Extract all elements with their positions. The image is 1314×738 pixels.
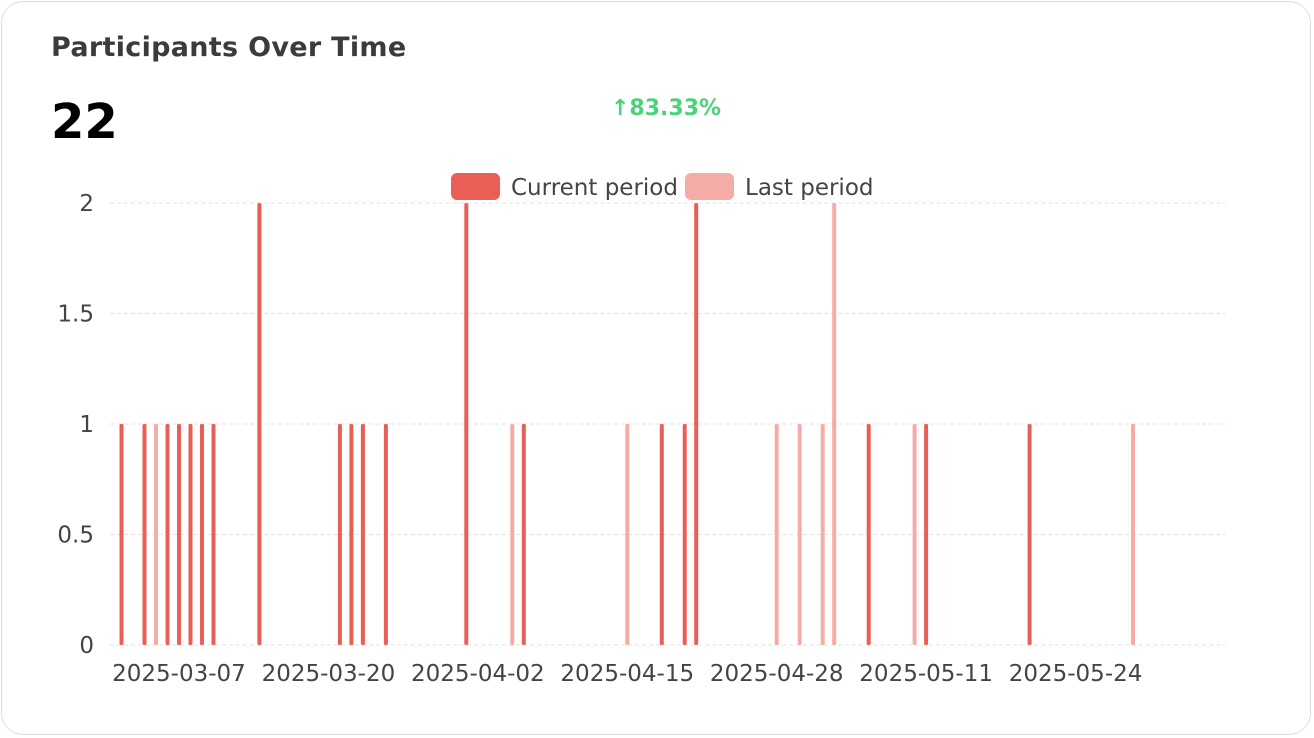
bar-current-period[interactable] [659, 424, 664, 645]
x-tick-label: 2025-03-20 [262, 661, 396, 687]
grid-lines [110, 202, 1225, 646]
bar-last-period[interactable] [774, 424, 779, 645]
bar-current-period[interactable] [360, 424, 365, 645]
bar-current-period[interactable] [200, 424, 204, 645]
x-tick-label: 2025-05-11 [859, 661, 993, 687]
x-tick-label: 2025-04-02 [411, 661, 545, 687]
bar-current-period[interactable] [337, 424, 342, 645]
legend-swatch-current [451, 173, 500, 200]
legend-label-current: Current period [511, 175, 678, 201]
bar-current-period[interactable] [694, 203, 699, 645]
percent-change: ↑83.33% [611, 96, 722, 121]
legend-label-last: Last period [745, 175, 874, 201]
bar-last-period[interactable] [625, 424, 630, 645]
x-tick-label: 2025-04-28 [710, 661, 844, 687]
y-tick-label: 2 [79, 191, 94, 217]
x-tick-label: 2025-03-07 [112, 661, 246, 687]
y-tick-label: 0.5 [57, 523, 94, 549]
legend[interactable]: Current period Last period [451, 173, 874, 201]
bar-current-period[interactable] [464, 203, 469, 645]
bar-current-period[interactable] [177, 424, 181, 645]
bar-last-period[interactable] [154, 424, 158, 645]
bar-current-period[interactable] [257, 203, 262, 645]
bar-current-period[interactable] [165, 424, 170, 645]
bar-last-period[interactable] [820, 424, 825, 645]
legend-swatch-last [685, 173, 734, 200]
bar-current-period[interactable] [682, 424, 687, 645]
x-tick-label: 2025-05-24 [1009, 661, 1143, 687]
bar-current-period[interactable] [383, 424, 388, 645]
y-tick-label: 1 [79, 412, 94, 438]
chart-title: Participants Over Time [51, 32, 407, 63]
bar-current-period[interactable] [119, 424, 124, 645]
bar-current-period[interactable] [1027, 424, 1032, 645]
x-tick-label: 2025-04-15 [560, 661, 694, 687]
bar-current-period[interactable] [211, 424, 216, 645]
bar-current-period[interactable] [349, 424, 354, 645]
bar-last-period[interactable] [912, 424, 917, 645]
total-participants: 22 [51, 94, 118, 150]
bar-current-period[interactable] [188, 424, 193, 645]
bar-current-period[interactable] [521, 424, 526, 645]
bar-last-period[interactable] [1131, 424, 1135, 645]
x-axis: 2025-03-07 2025-03-20 2025-04-02 2025-04-15… [112, 661, 1142, 687]
bars [119, 203, 1135, 645]
bar-current-period[interactable] [866, 424, 871, 645]
y-axis: 0 0.5 1 1.5 2 [57, 191, 94, 659]
y-tick-label: 1.5 [57, 302, 94, 328]
legend-item-last[interactable]: Last period [685, 173, 874, 201]
bar-last-period[interactable] [510, 424, 515, 645]
bar-last-period[interactable] [797, 424, 802, 645]
bar-current-period[interactable] [924, 424, 929, 645]
legend-item-current[interactable]: Current period [451, 173, 678, 201]
bar-current-period[interactable] [142, 424, 147, 645]
bar-last-period[interactable] [832, 203, 837, 645]
y-tick-label: 0 [79, 633, 94, 659]
